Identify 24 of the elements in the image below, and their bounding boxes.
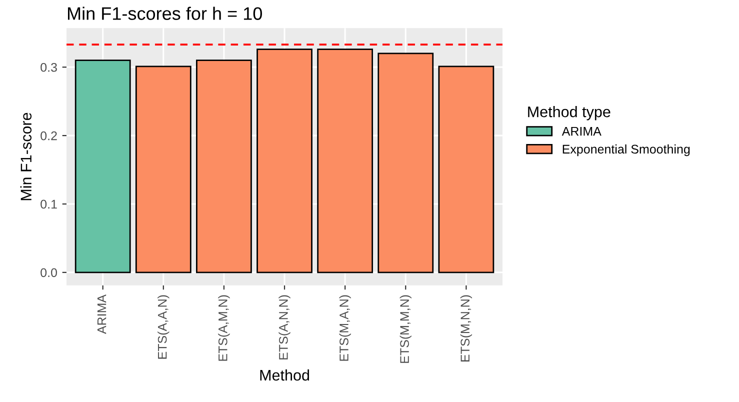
bar <box>438 66 494 274</box>
bar <box>74 60 131 274</box>
chart-title: Min F1-scores for h = 10 <box>68 6 262 20</box>
y-tick-label: 0.1 <box>40 200 57 209</box>
bar <box>196 60 252 274</box>
x-tick-label: ETS(M,M,N) <box>400 295 412 363</box>
x-axis-title: Method <box>260 369 310 381</box>
x-tick-label: ETS(M,N,N) <box>460 295 472 362</box>
x-tick-label: ETS(A,A,N) <box>158 295 170 359</box>
x-tick-label: ETS(A,M,N) <box>218 295 230 361</box>
legend-label: ARIMA <box>562 126 602 136</box>
bar <box>256 48 312 274</box>
y-tick-label: 0.3 <box>40 62 57 72</box>
bar <box>135 66 192 274</box>
bar <box>378 52 434 274</box>
legend-label: Exponential Smoothing <box>562 144 690 156</box>
legend-title: Method type <box>528 106 610 120</box>
x-tick-label: ETS(M,A,N) <box>339 295 351 361</box>
bar <box>317 48 374 274</box>
y-tick-label: 0.0 <box>40 268 57 278</box>
x-tick-label: ETS(A,N,N) <box>278 295 290 360</box>
x-tick-label: ARIMA <box>97 294 106 334</box>
y-axis-title: Min F1-score <box>20 112 32 200</box>
y-tick-label: 0.2 <box>40 131 57 140</box>
